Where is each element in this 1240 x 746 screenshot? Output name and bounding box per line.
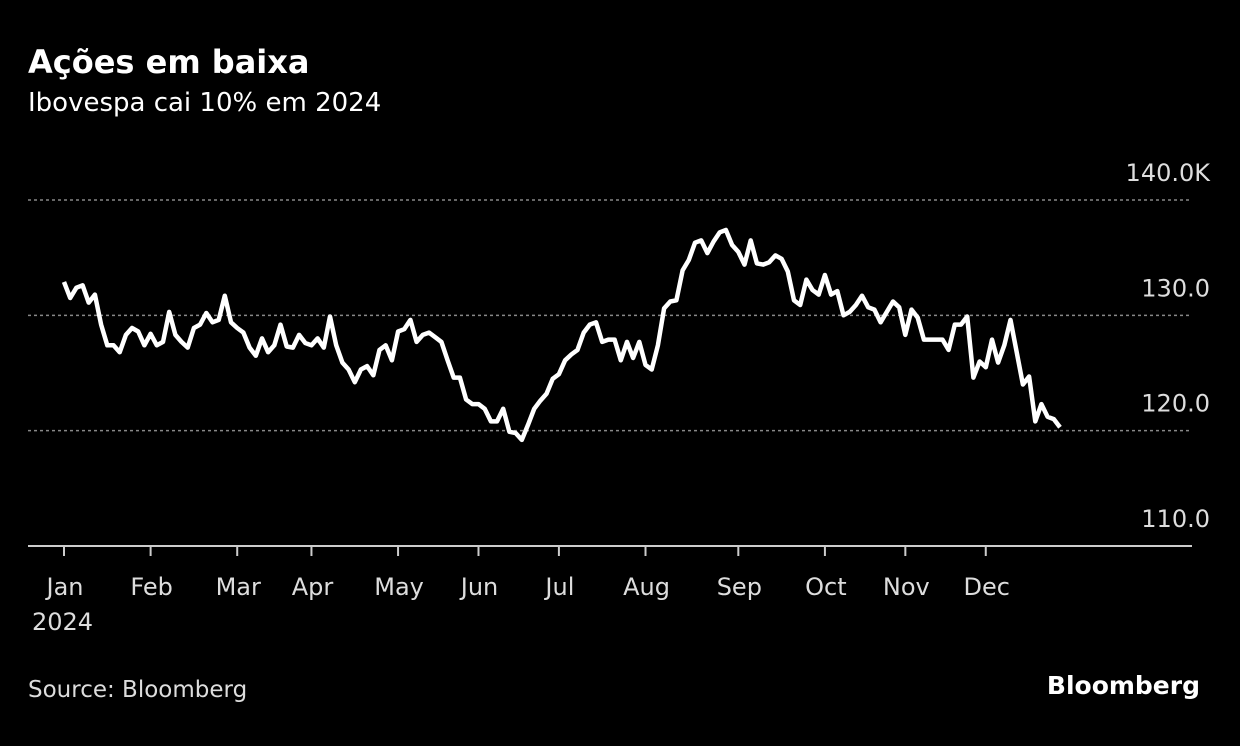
source: Source: Bloomberg [28, 677, 247, 703]
x-tick-label: Sep [717, 573, 762, 601]
x-tick-label: Mar [216, 573, 261, 601]
y-tick-label: 130.0 [1141, 274, 1210, 302]
x-tick-label: Feb [130, 573, 173, 601]
x-tick-label: Jul [543, 573, 574, 601]
y-tick-label: 120.0 [1141, 390, 1210, 418]
x-tick-label: May [374, 573, 424, 601]
x-tick-label: Aug [623, 573, 670, 601]
brand: Bloomberg [1047, 671, 1200, 700]
x-tick-label: Jun [459, 573, 499, 601]
x-tick-label: Nov [883, 573, 930, 601]
y-tick-label: 110.0 [1141, 505, 1210, 533]
y-tick-label: 140.0K [1126, 159, 1212, 187]
x-tick-label: Jan [45, 573, 84, 601]
x-sublabel: 2024 [32, 608, 93, 636]
series-line [61, 227, 1062, 443]
x-tick-label: Apr [292, 573, 334, 601]
chart-subtitle: Ibovespa cai 10% em 2024 [28, 88, 381, 118]
x-tick-label: Dec [964, 573, 1010, 601]
x-tick-label: Oct [805, 573, 847, 601]
chart-title: Ações em baixa [28, 43, 310, 81]
